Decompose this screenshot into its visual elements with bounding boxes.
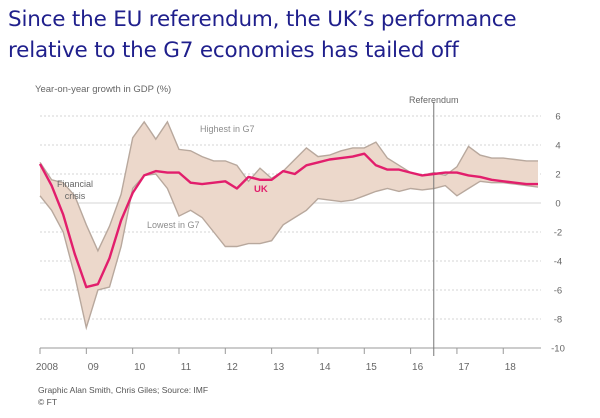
financial-crisis-label-line-2: crisis xyxy=(65,191,86,201)
y-tick-label: -10 xyxy=(551,344,565,355)
x-tick-label: 17 xyxy=(458,362,470,373)
highest-in-g7-label: Highest in G7 xyxy=(200,124,255,134)
x-tick-label: 11 xyxy=(181,362,192,373)
g7-range-band xyxy=(40,121,538,328)
x-tick-label: 13 xyxy=(273,362,285,373)
y-axis-ticks: 6 4 2 0 -2 -4 -6 -8 -10 xyxy=(551,112,565,355)
x-tick-label: 09 xyxy=(88,362,100,373)
x-axis-ticks: 2008 09 10 11 12 13 14 15 16 17 18 xyxy=(36,348,516,373)
x-tick-label: 10 xyxy=(134,362,146,373)
slide-title-line-1: Since the EU referendum, the UK’s perfor… xyxy=(8,7,517,32)
y-axis-label: Year-on-year growth in GDP (%) xyxy=(35,84,171,95)
source-credit: Graphic Alan Smith, Chris Giles; Source:… xyxy=(38,385,209,395)
slide-title-line-2: relative to the G7 economies has tailed … xyxy=(8,38,459,63)
y-tick-label: 2 xyxy=(555,170,560,181)
referendum-label: Referendum xyxy=(409,95,459,105)
y-tick-label: -8 xyxy=(554,315,562,326)
x-tick-label: 16 xyxy=(412,362,424,373)
x-tick-label: 15 xyxy=(366,362,378,373)
y-tick-label: 6 xyxy=(555,112,560,123)
y-tick-label: 4 xyxy=(555,141,560,152)
slide-title: Since the EU referendum, the UK’s perfor… xyxy=(8,4,596,66)
x-tick-label: 18 xyxy=(505,362,517,373)
uk-growth-line xyxy=(38,152,538,289)
y-tick-label: -6 xyxy=(554,286,562,297)
financial-crisis-label-line-1: Financial xyxy=(57,179,93,189)
highest-in-g7-line xyxy=(39,120,538,253)
lowest-in-g7-line xyxy=(39,173,539,331)
uk-label: UK xyxy=(254,184,268,195)
y-tick-label: 0 xyxy=(555,199,560,210)
x-tick-label: 2008 xyxy=(36,362,59,373)
y-tick-label: -2 xyxy=(554,228,562,239)
gdp-growth-chart: 6 4 2 0 -2 -4 -6 -8 -10 2008 09 10 11 12 13 14 15 16 17 18… xyxy=(35,84,565,373)
copyright: © FT xyxy=(38,397,58,407)
lowest-in-g7-label: Lowest in G7 xyxy=(147,220,200,230)
y-tick-label: -4 xyxy=(554,257,562,268)
x-tick-label: 14 xyxy=(319,362,331,373)
x-tick-label: 12 xyxy=(227,362,239,373)
